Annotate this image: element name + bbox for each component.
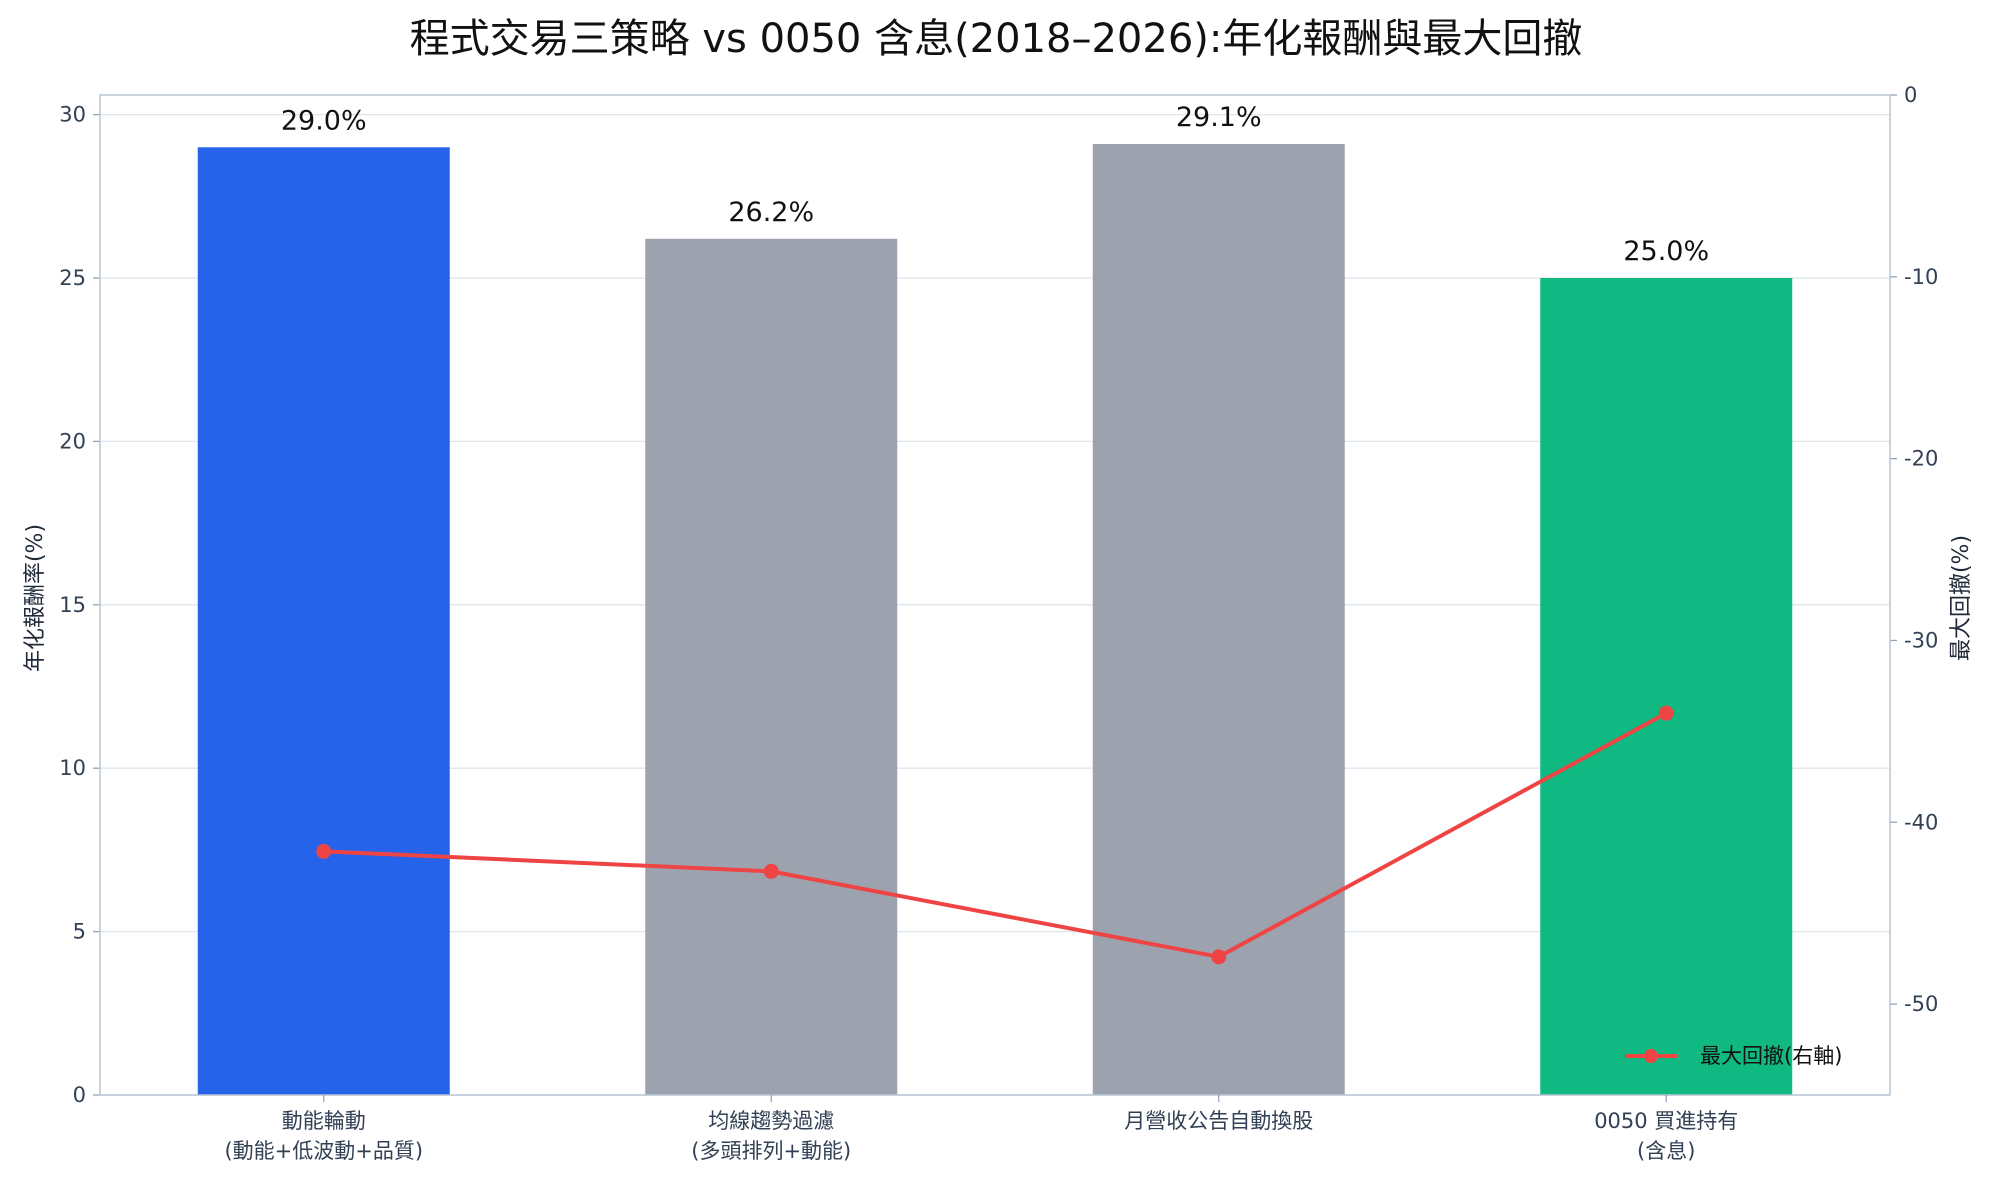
- bar-value-label: 29.1%: [1176, 102, 1262, 133]
- bar: [1540, 278, 1793, 1095]
- bar: [1092, 144, 1345, 1096]
- y-tick-label-right: -50: [1904, 992, 1938, 1016]
- y-tick-label-right: -30: [1904, 628, 1938, 652]
- drawdown-line-layer: [316, 705, 1674, 965]
- axes-layer: 0 5 10 15 20 25 30 0 -10 -20 -30 -40 -50: [59, 83, 1938, 1107]
- x-tick-label: (含息): [1637, 1139, 1695, 1163]
- drawdown-point: [1658, 705, 1674, 721]
- drawdown-point: [316, 843, 332, 859]
- drawdown-line: [323, 711, 1668, 959]
- y-tick-label-left: 25: [59, 266, 86, 290]
- bar-value-label: 26.2%: [728, 197, 814, 228]
- y-tick-label-right: 0: [1904, 83, 1917, 107]
- drawdown-point: [763, 863, 779, 879]
- y-axis-title-right: 最大回撤(%): [1949, 535, 1974, 661]
- x-tick-label: 均線趨勢過濾: [708, 1109, 834, 1133]
- y-tick-label-left: 20: [59, 429, 86, 453]
- x-tick-label: 月營收公告自動換股: [1124, 1109, 1313, 1133]
- legend: 最大回撤(右軸): [1625, 1044, 1842, 1068]
- chart-title: 程式交易三策略 vs 0050 含息(2018–2026):年化報酬與最大回撤: [410, 16, 1583, 62]
- legend-label: 最大回撤(右軸): [1700, 1044, 1842, 1068]
- x-tick-label: (多頭排列+動能): [691, 1139, 851, 1163]
- y-tick-label-left: 0: [73, 1083, 86, 1107]
- x-tick-label: 0050 買進持有: [1594, 1109, 1738, 1133]
- y-tick-label-left: 10: [59, 756, 86, 780]
- plot-frame: [99, 94, 1891, 1096]
- drawdown-point: [1211, 949, 1227, 965]
- x-tick-label: (動能+低波動+品質): [224, 1139, 423, 1163]
- x-tick-label: 動能輪動: [282, 1109, 366, 1133]
- y-tick-label-left: 30: [59, 103, 86, 127]
- labels-layer: 29.0% 動能輪動 (動能+低波動+品質) 26.2% 均線趨勢過濾 (多頭排列+動能)…: [224, 102, 1738, 1163]
- bar: [645, 238, 898, 1096]
- bar-value-label: 29.0%: [281, 105, 367, 136]
- y-tick-label-right: -10: [1904, 265, 1938, 289]
- y-tick-label-right: -20: [1904, 447, 1938, 471]
- y-axis-title-left: 年化報酬率(%): [23, 524, 48, 672]
- bar: [197, 147, 450, 1095]
- bars-layer: [197, 144, 1793, 1096]
- y-tick-label-left: 5: [73, 920, 86, 944]
- bar-value-label: 25.0%: [1623, 236, 1709, 267]
- legend-marker-swatch: [1644, 1049, 1658, 1063]
- y-tick-label-left: 15: [59, 593, 86, 617]
- y-tick-label-right: -40: [1904, 810, 1938, 834]
